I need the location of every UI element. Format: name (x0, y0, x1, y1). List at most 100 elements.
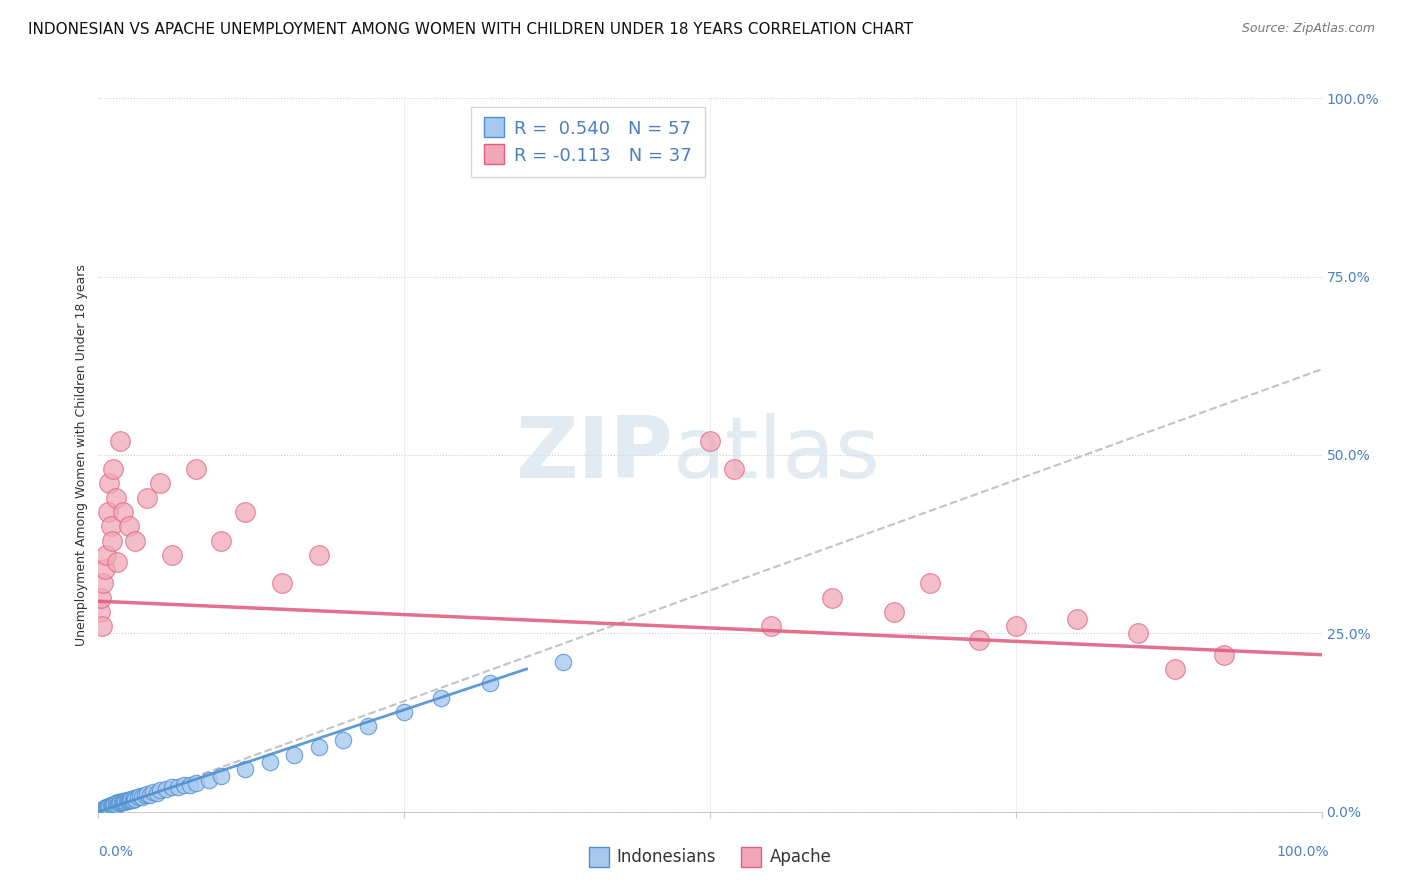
Point (761, 619, 783, 633)
Point (104, 491, 127, 505)
Point (89, 605, 111, 619)
Text: 100.0%: 100.0% (1277, 845, 1329, 859)
Point (173, 778, 195, 792)
Point (112, 795, 135, 809)
Point (114, 794, 136, 808)
Point (90, 803, 112, 817)
Point (308, 740, 330, 755)
Point (91, 803, 114, 817)
Point (1066, 612, 1088, 626)
Point (332, 733, 354, 747)
Point (127, 790, 149, 805)
Point (186, 776, 208, 790)
Point (134, 789, 156, 803)
Point (110, 795, 132, 809)
Point (1212, 648, 1234, 662)
Point (117, 794, 139, 808)
Point (160, 548, 183, 562)
Point (149, 783, 172, 797)
Point (101, 798, 124, 813)
Point (139, 788, 162, 802)
Point (104, 796, 127, 810)
Point (209, 769, 232, 783)
Y-axis label: Unemployment Among Women with Children Under 18 years: Unemployment Among Women with Children U… (75, 264, 89, 646)
Text: 0.0%: 0.0% (98, 845, 134, 859)
Point (197, 772, 219, 787)
Point (96, 801, 118, 815)
Point (967, 633, 990, 648)
Point (146, 786, 169, 800)
Point (89, 805, 111, 819)
Point (283, 747, 305, 762)
Point (90, 591, 112, 605)
Point (118, 519, 141, 533)
Point (108, 796, 131, 810)
Text: INDONESIAN VS APACHE UNEMPLOYMENT AMONG WOMEN WITH CHILDREN UNDER 18 YEARS CORRE: INDONESIAN VS APACHE UNEMPLOYMENT AMONG … (28, 22, 912, 37)
Point (98, 799, 121, 814)
Point (120, 793, 142, 807)
Legend: Indonesians, Apache: Indonesians, Apache (581, 840, 839, 875)
Point (131, 789, 153, 804)
Point (821, 591, 844, 605)
Point (430, 690, 453, 705)
Point (392, 705, 416, 719)
Point (97, 799, 120, 814)
Point (101, 533, 124, 548)
Point (115, 793, 138, 807)
Point (723, 462, 745, 476)
Point (93, 562, 115, 576)
Point (142, 785, 165, 799)
Text: ZIP: ZIP (516, 413, 673, 497)
Point (129, 789, 152, 803)
Point (111, 796, 134, 810)
Point (91, 576, 114, 591)
Point (356, 719, 378, 733)
Point (167, 780, 190, 795)
Point (270, 576, 294, 591)
Point (160, 780, 183, 794)
Point (107, 796, 129, 810)
Point (98, 476, 121, 491)
Point (124, 533, 146, 548)
Text: atlas: atlas (673, 413, 882, 497)
Point (233, 762, 256, 776)
Point (93, 801, 115, 815)
Point (259, 755, 281, 769)
Point (100, 798, 122, 813)
Point (91, 619, 114, 633)
Point (155, 781, 177, 796)
Point (101, 797, 124, 812)
Point (136, 787, 159, 801)
Point (478, 676, 501, 690)
Point (233, 505, 256, 519)
Point (1164, 662, 1187, 676)
Point (699, 434, 721, 448)
Point (308, 548, 330, 562)
Point (111, 505, 134, 519)
Point (97, 505, 120, 519)
Point (920, 576, 942, 591)
Point (105, 555, 128, 569)
Point (111, 794, 134, 808)
Point (103, 797, 125, 811)
Point (883, 605, 905, 619)
Point (121, 792, 143, 806)
Point (186, 462, 208, 476)
Point (149, 476, 172, 491)
Point (94, 800, 117, 814)
Point (110, 434, 132, 448)
Point (120, 792, 142, 806)
Point (1004, 619, 1026, 633)
Point (1128, 626, 1150, 640)
Text: Source: ZipAtlas.com: Source: ZipAtlas.com (1241, 22, 1375, 36)
Point (94, 548, 117, 562)
Point (100, 519, 122, 533)
Point (124, 792, 146, 806)
Point (122, 791, 145, 805)
Point (209, 533, 232, 548)
Point (136, 491, 159, 505)
Point (553, 655, 575, 669)
Point (118, 792, 141, 806)
Point (91, 802, 114, 816)
Point (179, 778, 201, 792)
